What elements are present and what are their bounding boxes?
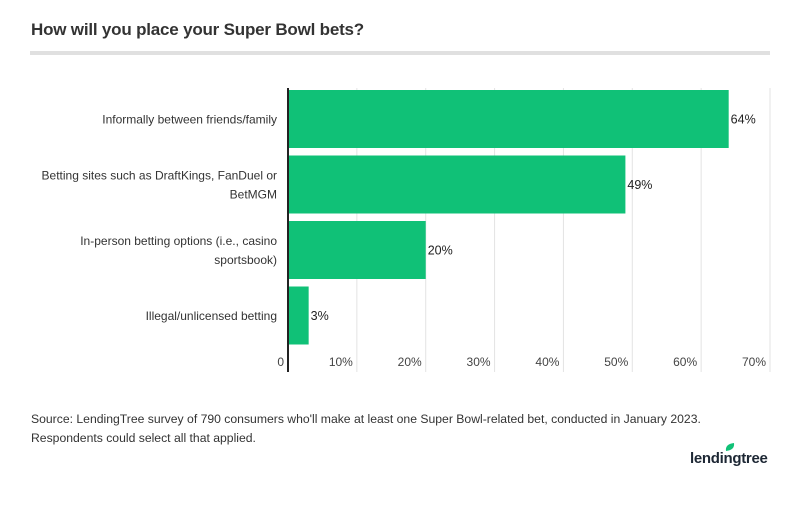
category-label: Illegal/unlicensed betting: [146, 309, 277, 323]
footnote-line-1: Source: LendingTree survey of 790 consum…: [31, 412, 701, 426]
bar: [288, 155, 626, 214]
bar: [288, 90, 729, 148]
category-label: sportsbook): [214, 253, 277, 267]
bar: [288, 286, 309, 345]
x-tick-label: 0: [277, 355, 284, 369]
x-tick-label: 70%: [742, 355, 766, 369]
x-tick-label: 60%: [673, 355, 697, 369]
x-tick-label: 50%: [604, 355, 628, 369]
data-label: 64%: [731, 113, 756, 127]
category-label: Informally between friends/family: [102, 113, 277, 127]
category-label: Betting sites such as DraftKings, FanDue…: [42, 169, 277, 183]
x-tick-label: 30%: [467, 355, 491, 369]
data-label: 3%: [311, 309, 329, 323]
x-tick-label: 10%: [329, 355, 353, 369]
data-label: 49%: [627, 178, 652, 192]
bar: [288, 221, 426, 279]
footnote: Source: LendingTree survey of 790 consum…: [31, 410, 781, 448]
lendingtree-logo: lendingtree: [690, 443, 768, 467]
footnote-line-2: Respondents could select all that applie…: [31, 431, 256, 445]
logo-text: lendingtree: [690, 450, 768, 467]
chart-title: How will you place your Super Bowl bets?: [31, 20, 364, 39]
category-label: BetMGM: [230, 188, 277, 202]
x-tick-label: 40%: [535, 355, 559, 369]
data-label: 20%: [428, 244, 453, 258]
bar-chart: 0 10% 20% 30% 40% 50% 60% 70% 64% Informally betw…: [42, 88, 771, 372]
leaf-icon: [725, 443, 735, 451]
category-label: In-person betting options (i.e., casino: [80, 234, 277, 248]
x-tick-label: 20%: [398, 355, 422, 369]
title-divider: [30, 51, 770, 55]
